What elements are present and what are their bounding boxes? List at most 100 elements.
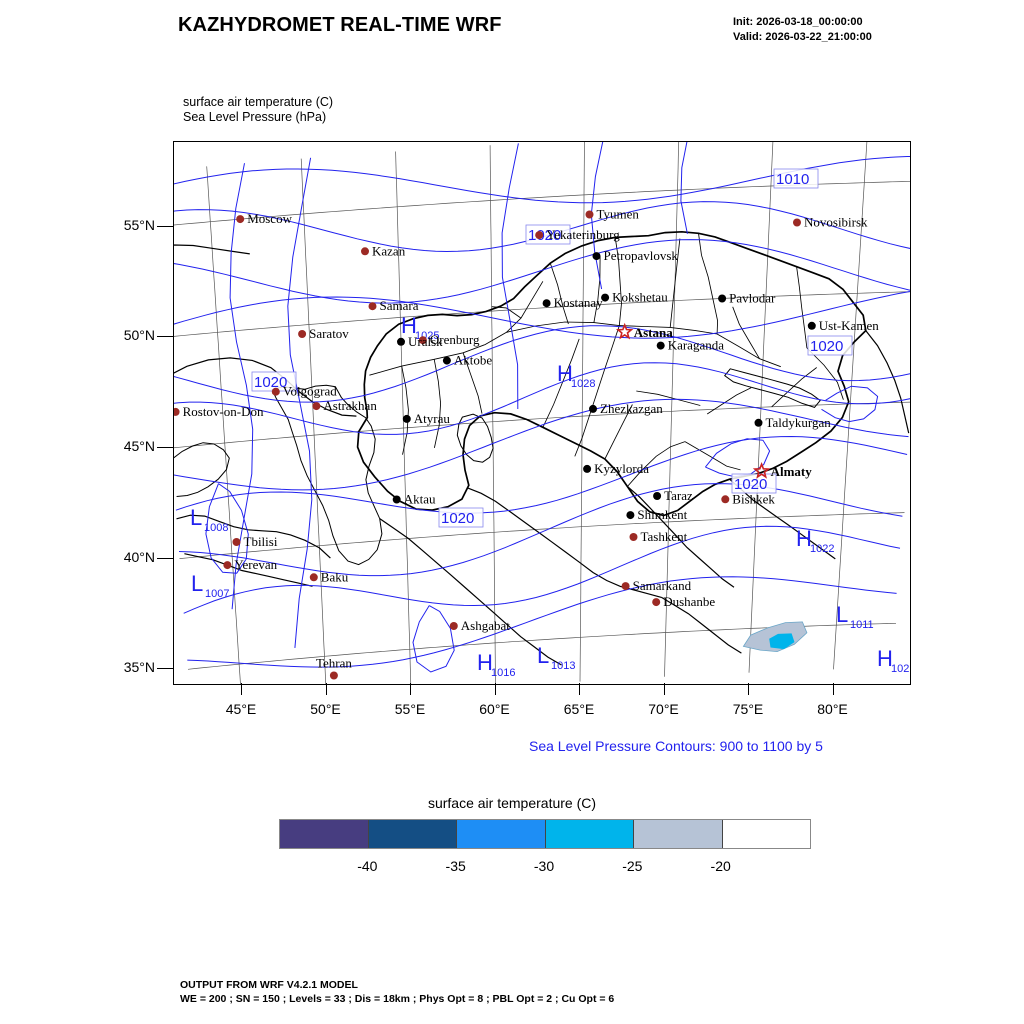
parallel-45: [174, 401, 910, 449]
colorbar-swatch-4[interactable]: [634, 820, 723, 848]
city-marker-layer: Moscow Kazan Samara Saratov Volgograd Rostov-…: [174, 207, 879, 680]
pressure-center-l-8: L: [836, 602, 848, 627]
city-marker-baku[interactable]: Baku: [309, 569, 349, 584]
city-dot-icon: [368, 302, 377, 311]
city-marker-rostov-on-don[interactable]: Rostov-on-Don: [174, 404, 264, 419]
city-marker-ust-kamen[interactable]: Ust-Kamen: [807, 318, 879, 333]
city-dot-icon: [585, 210, 594, 219]
city-marker-pavlodar[interactable]: Pavlodar: [718, 291, 776, 306]
lat-tick-45°N: 45°N: [123, 438, 155, 455]
city-marker-astana[interactable]: Astana: [615, 322, 674, 340]
city-label: Zhezkazgan: [600, 401, 663, 416]
colorbar-swatch-1[interactable]: [368, 820, 457, 848]
city-dot-icon: [656, 341, 665, 350]
contour-label-4: 1020: [810, 338, 843, 355]
contour-label-box-5: [731, 473, 777, 494]
city-marker-saratov[interactable]: Saratov: [298, 326, 349, 341]
colorbar-swatch-2[interactable]: [457, 820, 546, 848]
colorbar-tick--30: -30: [533, 858, 555, 874]
city-marker-novosibirsk[interactable]: Novosibirsk: [793, 215, 868, 230]
city-marker-dushanbe[interactable]: Dushanbe: [652, 594, 715, 609]
city-marker-kokshetau[interactable]: Kokshetau: [601, 290, 668, 305]
meridian-50: [300, 158, 327, 684]
city-marker-tbilisi[interactable]: Tbilisi: [232, 534, 278, 549]
city-dot-icon: [601, 293, 610, 302]
city-marker-kazan[interactable]: Kazan: [361, 243, 406, 258]
contour-label-1: 1020: [528, 227, 561, 244]
parallel-50: [174, 291, 910, 337]
city-label: Kazan: [372, 243, 406, 258]
colorbar-tick--25: -25: [622, 858, 643, 874]
pressure-center-h-0: H: [401, 313, 417, 338]
city-marker-petropavlovsk[interactable]: Petropavlovsk: [592, 248, 679, 263]
city-marker-astrakhan[interactable]: Astrakhan: [312, 398, 377, 413]
city-dot-icon: [754, 418, 763, 427]
colorbar[interactable]: [279, 819, 811, 849]
admin-line-9: [796, 266, 808, 349]
colorbar-swatch-5[interactable]: [722, 820, 810, 848]
map-plot-area[interactable]: 1010 1020 1020 1020 1020 1020 H 1025 H 1028 H 1022…: [173, 141, 911, 685]
city-marker-tehran[interactable]: Tehran: [316, 656, 352, 680]
city-dot-icon: [629, 533, 638, 541]
admin-line-20: [669, 238, 681, 328]
lon-tick-50°E: 50°E: [310, 701, 341, 717]
city-marker-shimkent[interactable]: Shimkent: [626, 507, 688, 522]
lat-tick-mark: [157, 447, 173, 449]
city-marker-aktobe[interactable]: Aktobe: [442, 353, 493, 368]
lon-tick-75°E: 75°E: [732, 701, 764, 717]
city-marker-moscow[interactable]: Moscow: [236, 211, 293, 226]
city-marker-taraz[interactable]: Taraz: [653, 488, 693, 503]
city-marker-samara[interactable]: Samara: [368, 298, 419, 313]
city-marker-yekaterinburg[interactable]: Yekaterinburg: [535, 227, 620, 242]
city-marker-ashgabat[interactable]: Ashgabat: [449, 618, 510, 633]
city-marker-yerevan[interactable]: Yerevan: [223, 557, 278, 572]
city-dot-icon: [232, 538, 241, 546]
city-marker-uralsk[interactable]: Uralsk: [397, 334, 443, 349]
admin-line-7: [698, 233, 719, 335]
city-dot-icon: [298, 330, 307, 338]
neighbor-border-7: [729, 478, 836, 560]
city-label: Tyumen: [597, 207, 640, 222]
meridian-45: [206, 166, 241, 684]
city-marker-tyumen[interactable]: Tyumen: [585, 207, 640, 222]
city-marker-orenburg[interactable]: Orenburg: [418, 332, 480, 347]
lat-tick-55°N: 55°N: [123, 216, 155, 233]
city-marker-kyzylorda[interactable]: Kyzylorda: [583, 461, 649, 476]
city-marker-volgograd[interactable]: Volgograd: [271, 384, 337, 399]
city-dot-icon: [592, 252, 601, 261]
city-label: Novosibirsk: [804, 215, 868, 230]
city-label: Moscow: [247, 211, 292, 226]
pressure-center-l-7: L: [537, 643, 549, 668]
variable-label-temperature: surface air temperature (C): [183, 95, 334, 109]
city-label: Astana: [634, 325, 674, 340]
city-dot-icon: [418, 336, 427, 345]
colorbar-swatch-0[interactable]: [280, 820, 369, 848]
city-dot-icon: [535, 231, 544, 240]
neighbor-border-2: [184, 553, 313, 587]
contour-caption: Sea Level Pressure Contours: 900 to 1100…: [529, 738, 823, 754]
colorbar-swatch-3[interactable]: [545, 820, 634, 848]
parallel-40: [179, 512, 905, 559]
city-label: Rostov-on-Don: [183, 404, 264, 419]
lon-tick-mark: [494, 683, 496, 695]
city-marker-kostanay[interactable]: Kostanay: [542, 295, 604, 310]
country-border-layer: [174, 230, 910, 666]
isobar-9: [183, 525, 901, 614]
lat-tick-mark: [157, 336, 173, 338]
city-dot-icon: [271, 387, 280, 396]
isobar-6: [174, 398, 909, 491]
city-marker-karaganda[interactable]: Karaganda: [656, 338, 725, 353]
pressure-center-l-5: L: [190, 505, 202, 530]
city-marker-tashkent[interactable]: Tashkent: [629, 529, 688, 544]
admin-line-23: [706, 387, 752, 415]
city-marker-taldykurgan[interactable]: Taldykurgan: [754, 415, 832, 430]
city-marker-almaty[interactable]: Almaty: [752, 462, 813, 479]
admin-line-19: [593, 255, 601, 323]
city-marker-bishkek[interactable]: Bishkek: [721, 491, 775, 506]
city-label: Almaty: [771, 464, 813, 479]
city-marker-aktau[interactable]: Aktau: [392, 492, 436, 507]
city-marker-samarkand[interactable]: Samarkand: [621, 578, 692, 593]
city-marker-zhezkazgan[interactable]: Zhezkazgan: [589, 401, 663, 416]
meridian-60: [489, 145, 496, 684]
city-marker-atyrau[interactable]: Atyrau: [402, 411, 451, 426]
